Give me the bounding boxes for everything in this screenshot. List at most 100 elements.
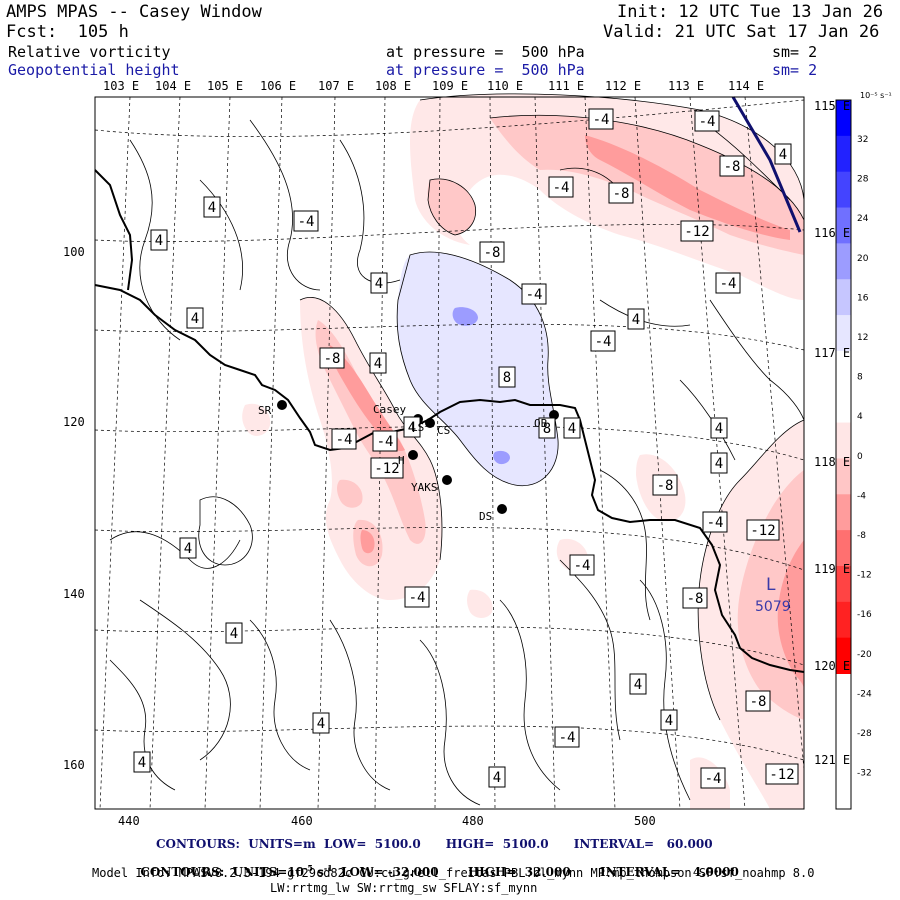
contour-label: -4 [707,515,724,531]
y-tick-label: 100 [63,245,85,259]
contour-label: 4 [665,713,673,729]
contour-label-box [203,196,221,218]
colorbar-segment [836,530,851,567]
contour-label-box [498,366,516,388]
contour-label: -8 [657,478,674,494]
contour-label: -4 [409,590,426,606]
footer-contours-rest: LOW= -32.000 HIGH= 32.000 INTERVAL= 4.00… [332,865,739,879]
contour-label-box [369,352,387,374]
footer-contours-unit-exp: -1 [323,863,333,873]
colorbar-label: 8 [857,373,863,383]
right-lon-label: 119 E [814,562,851,576]
colorbar-segment [836,458,851,495]
top-lon-label: 110 E [487,79,524,93]
contour-label: -8 [613,186,630,202]
station-dot [408,450,418,460]
contour-label: -8 [724,159,741,175]
contour-label-box [179,537,197,559]
height-contour-5100 [731,96,802,233]
top-lon-label: 106 E [260,79,297,93]
contour-label: -12 [684,224,709,240]
colorbar-label: -28 [857,729,872,739]
colorbar-segment [836,565,851,603]
x-tick-label: 480 [462,814,484,828]
contour-label: -4 [377,434,394,450]
field1-level: at pressure = 500 hPa [386,43,585,61]
contour-label-box [715,272,741,294]
top-lon-label: 111 E [548,79,585,93]
footer-model-info-2: LW:rrtmg_lw SW:rrtmg_sw SFLAY:sf_mynn [270,881,538,895]
contour-label: -4 [593,112,610,128]
contour-label: -4 [720,276,737,292]
contour-label-box [370,272,388,294]
contour-label-box [312,712,330,734]
contour-label-box [569,554,595,576]
contour-label-box [403,416,421,438]
field2-name: Geopotential height [8,61,180,79]
contour-label: 4 [375,276,383,292]
contour-label: 8 [503,370,511,386]
colorbar-label: 4 [857,412,863,422]
contour-label: 4 [208,200,216,216]
contour-label-box [710,417,728,439]
y-tick-label: 160 [63,758,85,772]
colorbar-segment [836,422,851,459]
contour-label-box [538,417,556,439]
right-lon-label: 116 E [814,226,851,240]
y-tick-label: 120 [63,415,85,429]
coastline [94,169,805,673]
low-center-value: 5079 [755,599,791,615]
colorbar-label: -8 [857,531,866,541]
contour-label-box [372,430,398,452]
colorbar-label: 20 [857,254,869,264]
footer-model-info: Model Info: MPASv8.2.3-194-gf29cd82c CU:… [92,866,815,880]
right-lon-label: 120 E [814,659,851,673]
contour-label-box [627,308,645,330]
valid-time: Valid: 21 UTC Sat 17 Jan 26 [603,22,880,42]
top-lon-label: 107 E [318,79,355,93]
contour-label-box [765,763,799,785]
contour-label: 8 [543,421,551,437]
colorbar-label: 12 [857,333,868,343]
vorticity-shading [242,93,804,809]
field2-level: at pressure = 500 hPa [386,61,585,79]
x-tick-label: 500 [634,814,656,828]
colorbar-label: 32 [857,135,868,145]
contour-label-box [774,143,792,165]
colorbar-segment [836,494,851,531]
contour-label-box [745,690,771,712]
footer-vorticity-contours: CONTOURS: UNITS=10-5 s-1 LOW= -32.000 HI… [132,852,739,879]
x-tick-label: 440 [118,814,140,828]
contour-label-box [488,766,506,788]
station-dot [277,400,287,410]
station-label-yaks: YAKS [411,481,438,494]
station-dot [497,504,507,514]
top-lon-label: 113 E [668,79,705,93]
top-lon-label: 112 E [605,79,642,93]
contour-label: 4 [779,147,787,163]
contour-label: -4 [526,287,543,303]
colorbar-segment [836,315,851,352]
contour-label: 4 [184,541,192,557]
contour-label-box [186,307,204,329]
contour-label: 4 [632,312,640,328]
contour-label: -4 [336,432,353,448]
contour-label: -12 [374,461,399,477]
station-label-h: H [398,454,405,467]
contour-label-box [682,587,708,609]
y-tick-label: 140 [63,587,85,601]
contour-label-box [680,220,714,242]
colorbar-label: -32 [857,769,872,779]
contour-label: -4 [574,558,591,574]
colorbar-segment [836,637,851,674]
contour-label: -8 [687,591,704,607]
footer-contours-exp: -5 [304,863,313,873]
contour-label-box [746,519,780,541]
top-lon-label: 114 E [728,79,765,93]
right-lon-label: 121 E [814,753,851,767]
footer-contours-prefix: CONTOURS: UNITS=10 [140,865,304,879]
x-tick-label: 460 [291,814,313,828]
contour-label: -4 [595,334,612,350]
contour-label: 4 [715,456,723,472]
